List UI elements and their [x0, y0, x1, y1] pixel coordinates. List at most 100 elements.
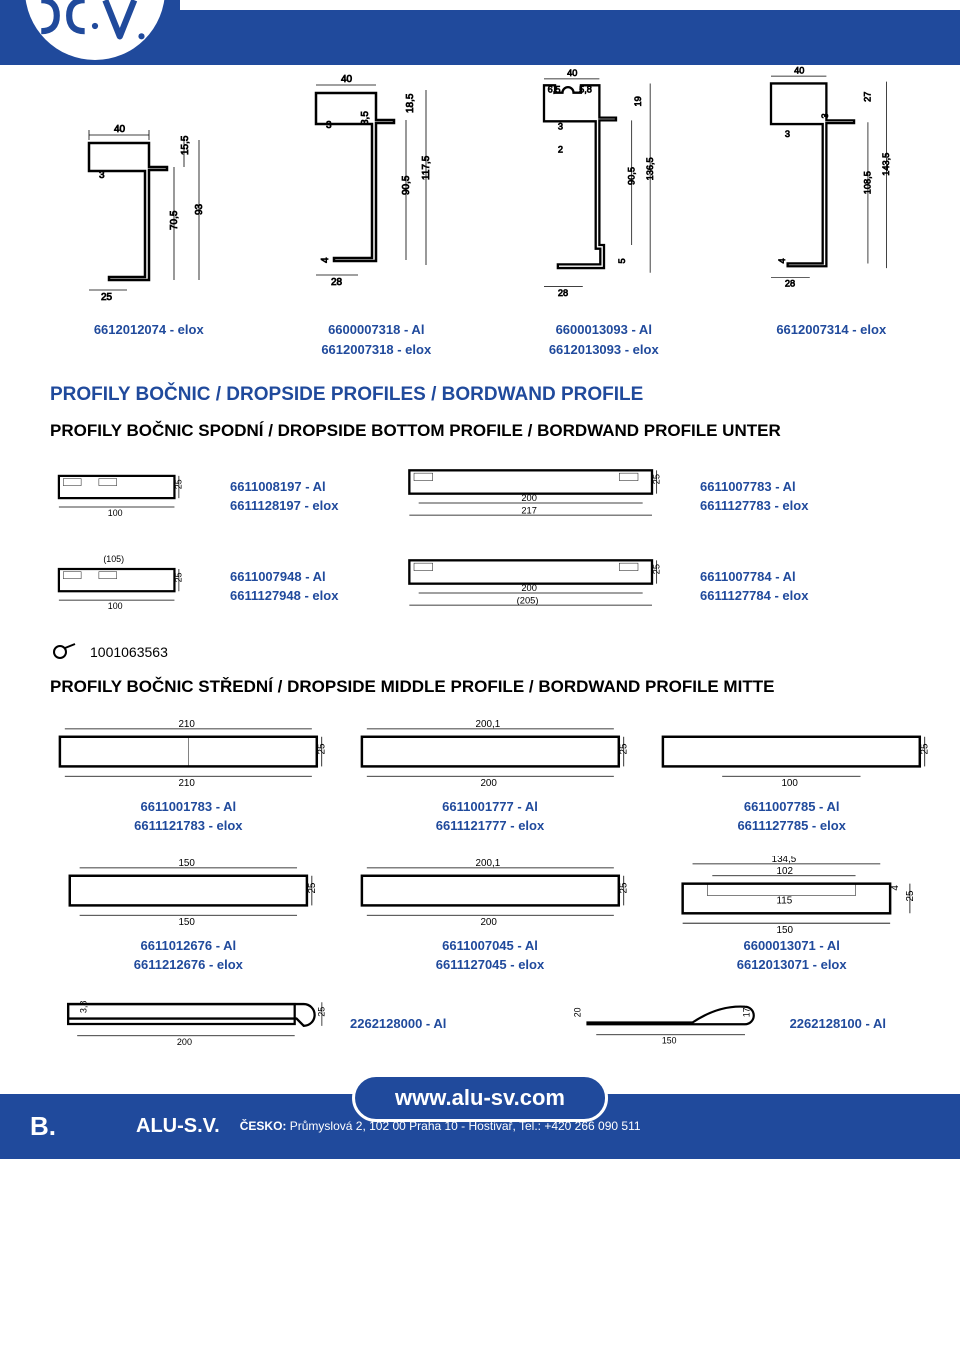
svg-text:210: 210 — [178, 719, 195, 730]
svg-text:150: 150 — [178, 858, 195, 869]
svg-text:3: 3 — [785, 129, 790, 139]
bottom-1-codes: 6611008197 - Al 6611128197 - elox — [230, 477, 380, 516]
bottom-3-codes: 6611007948 - Al 6611127948 - elox — [230, 567, 380, 606]
svg-text:108,5: 108,5 — [863, 171, 873, 194]
svg-text:25: 25 — [317, 743, 327, 754]
svg-text:25: 25 — [618, 882, 628, 893]
middle-row-3: 3,8 25 200 2262128000 - Al 20 17 150 226… — [50, 995, 930, 1054]
svg-text:15,5: 15,5 — [180, 135, 191, 155]
svg-text:25: 25 — [174, 572, 184, 582]
svg-text:40: 40 — [341, 74, 353, 85]
svg-text:100: 100 — [782, 778, 799, 789]
siding-1-codes: 6612012074 - elox — [50, 320, 248, 340]
middle-1: 210 25 210 6611001783 - Al6611121783 - e… — [50, 717, 327, 836]
svg-text:17: 17 — [741, 1007, 751, 1017]
bottom-row-2: (105) 25 100 6611007948 - Al 6611127948 … — [50, 551, 930, 621]
svg-text:143,5: 143,5 — [881, 153, 891, 176]
siding-profile-1: 40 15,5 3 70,5 93 25 6612012074 - elox — [50, 65, 248, 340]
svg-text:217: 217 — [521, 505, 537, 515]
svg-text:4: 4 — [890, 884, 901, 890]
siding-3-codes: 6600013093 - Al 6612013093 - elox — [505, 320, 703, 359]
middle-4: 150 25 150 6611012676 - Al6611212676 - e… — [50, 856, 327, 975]
svg-text:20: 20 — [572, 1007, 582, 1017]
siding-4-codes: 6612007314 - elox — [733, 320, 931, 340]
siding-profile-3: 40 6,5 5,8 19 3 2 90,5 136,5 5 28 66000 — [505, 65, 703, 359]
svg-text:210: 210 — [178, 778, 195, 789]
svg-text:3: 3 — [558, 122, 563, 132]
svg-text:25: 25 — [651, 474, 661, 484]
svg-text:19: 19 — [633, 96, 643, 106]
svg-text:2: 2 — [558, 145, 563, 155]
svg-text:25: 25 — [651, 564, 661, 574]
middle-row-1: 210 25 210 6611001783 - Al6611121783 - e… — [50, 717, 930, 836]
footer: www.alu-sv.com B. ALU-S.V. ČESKO: Průmys… — [0, 1094, 960, 1159]
content-cutout: PROFILY OBVODOVÉ / SIDING PROFILES / AUS… — [180, 0, 960, 10]
svg-text:25: 25 — [174, 479, 184, 489]
middle-3: 25 100 6611007785 - Al6611127785 - elox — [653, 717, 930, 836]
siding-profile-4: 40 27 3 3 108,5 143,5 4 28 6612007314 - … — [733, 65, 931, 340]
svg-text:200,1: 200,1 — [475, 858, 500, 869]
section2b-title: PROFILY BOČNIC STŘEDNÍ / DROPSIDE MIDDLE… — [50, 677, 930, 697]
bottom-row-1: 25 100 6611008197 - Al 6611128197 - elox… — [50, 461, 930, 531]
svg-text:(205): (205) — [517, 596, 539, 606]
svg-text:25: 25 — [905, 890, 916, 901]
svg-text:200: 200 — [177, 1037, 192, 1047]
svg-text:4: 4 — [320, 257, 331, 263]
svg-text:200: 200 — [521, 493, 537, 503]
svg-text:40: 40 — [794, 65, 804, 75]
middle-2: 200,1 25 200 6611001777 - Al6611121777 -… — [352, 717, 629, 836]
svg-text:150: 150 — [178, 917, 195, 928]
svg-text:200: 200 — [480, 778, 497, 789]
svg-text:25: 25 — [618, 743, 628, 754]
seal-reference: 1001063563 — [50, 642, 930, 662]
bottom-4-codes: 6611007784 - Al 6611127784 - elox — [700, 567, 808, 606]
footer-company: ALU-S.V. — [136, 1115, 220, 1138]
svg-text:70,5: 70,5 — [169, 210, 180, 230]
middle-row-2: 150 25 150 6611012676 - Al6611212676 - e… — [50, 856, 930, 975]
svg-text:117,5: 117,5 — [421, 155, 432, 180]
middle-5: 200,1 25 200 6611007045 - Al6611127045 -… — [352, 856, 629, 975]
section2-title: PROFILY BOČNIC / DROPSIDE PROFILES / BOR… — [50, 384, 930, 406]
svg-text:18,5: 18,5 — [405, 93, 416, 113]
siding-profile-2: 40 18,5 3 3,5 90,5 117,5 4 28 6600007318… — [278, 65, 476, 359]
svg-text:102: 102 — [777, 865, 793, 876]
svg-text:3: 3 — [326, 120, 332, 131]
svg-text:25: 25 — [317, 1006, 327, 1016]
svg-text:27: 27 — [863, 92, 873, 102]
svg-text:40: 40 — [567, 68, 577, 78]
svg-text:3,8: 3,8 — [78, 1000, 88, 1013]
svg-text:136,5: 136,5 — [645, 157, 655, 180]
svg-text:200,1: 200,1 — [475, 719, 500, 730]
svg-text:200: 200 — [480, 917, 497, 928]
seal-ref-code: 1001063563 — [90, 644, 168, 660]
siding-2-codes: 6600007318 - Al 6612007318 - elox — [278, 320, 476, 359]
svg-text:200: 200 — [521, 583, 537, 593]
middle-6: 134,5 102 115 25 4 150 6600013071 - Al66… — [653, 856, 930, 975]
svg-text:25: 25 — [101, 292, 113, 303]
siding-profiles-row: 40 15,5 3 70,5 93 25 6612012074 - elox — [50, 65, 930, 359]
main-content: 40 15,5 3 70,5 93 25 6612012074 - elox — [0, 65, 960, 1094]
svg-text:150: 150 — [777, 925, 794, 936]
svg-text:90,5: 90,5 — [626, 167, 636, 185]
svg-text:134,5: 134,5 — [772, 856, 797, 865]
bottom-2-codes: 6611007783 - Al 6611127783 - elox — [700, 477, 808, 516]
svg-text:28: 28 — [785, 279, 795, 289]
svg-text:4: 4 — [777, 258, 787, 263]
svg-text:25: 25 — [920, 743, 930, 754]
svg-text:93: 93 — [194, 203, 205, 215]
svg-text:90,5: 90,5 — [401, 175, 412, 195]
svg-text:28: 28 — [331, 277, 343, 288]
svg-text:28: 28 — [558, 288, 568, 298]
logo-alu-sv — [25, 0, 165, 60]
svg-text:150: 150 — [661, 1035, 676, 1045]
svg-text:100: 100 — [108, 601, 123, 611]
website-link[interactable]: www.alu-sv.com — [352, 1074, 608, 1122]
page-indicator: B. — [30, 1111, 56, 1142]
header: ☺ 2015/11/25 PROFILY OBVODOVÉ / SIDING P… — [0, 0, 960, 65]
section2a-title: PROFILY BOČNIC SPODNÍ / DROPSIDE BOTTOM … — [50, 421, 930, 441]
svg-text:40: 40 — [114, 124, 126, 135]
svg-text:115: 115 — [777, 895, 793, 906]
svg-text:100: 100 — [108, 508, 123, 518]
svg-text:(105): (105) — [103, 554, 124, 564]
svg-text:5: 5 — [617, 258, 627, 263]
